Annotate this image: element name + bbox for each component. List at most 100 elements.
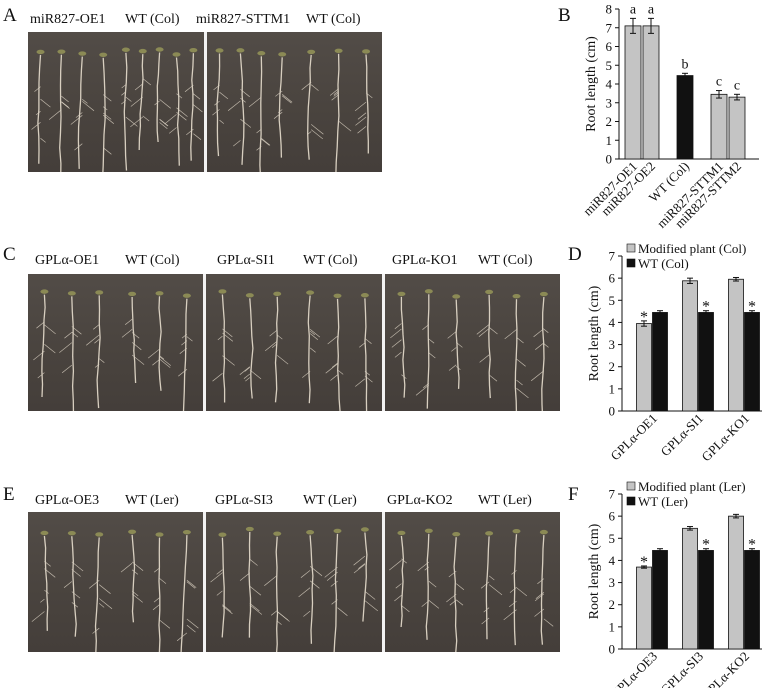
label-e-2: WT (Ler) [125, 493, 179, 508]
primary-root [175, 57, 180, 166]
x-tick-label: GPLα-KO1 [698, 411, 752, 465]
label-e-3: GPLα-SI3 [215, 493, 273, 508]
lateral-root [310, 124, 324, 135]
lateral-root [332, 362, 339, 368]
lateral-root [428, 600, 439, 609]
lateral-root [33, 350, 45, 361]
lateral-root [327, 335, 339, 345]
lateral-root [274, 90, 282, 97]
lateral-root [325, 363, 339, 374]
lateral-root [488, 327, 498, 335]
cotyledon [246, 293, 255, 298]
lateral-root [365, 371, 371, 376]
lateral-root [131, 354, 145, 365]
primary-root [334, 53, 340, 172]
lateral-root [245, 377, 251, 382]
significance-star: * [702, 537, 710, 554]
cotyledon [451, 294, 460, 299]
primary-root [102, 57, 106, 172]
y-tick-label: 4 [609, 315, 616, 330]
y-tick-label: 6 [609, 509, 616, 524]
y-tick-label: 1 [609, 381, 616, 396]
lateral-root [400, 605, 410, 613]
lateral-root [356, 126, 366, 134]
lateral-root [36, 321, 45, 329]
lateral-root [94, 363, 100, 368]
seedling-photo-a [28, 32, 382, 172]
cotyledon [397, 291, 406, 297]
lateral-root [255, 128, 262, 134]
cotyledon [273, 291, 282, 297]
lateral-root [353, 555, 366, 566]
lateral-root [93, 324, 100, 330]
lateral-root [428, 338, 435, 344]
lateral-root [186, 128, 194, 136]
lateral-root [510, 570, 517, 575]
lateral-root [164, 114, 177, 125]
cotyledon [67, 291, 76, 296]
lateral-root [71, 561, 84, 572]
lateral-root [424, 566, 429, 571]
seedling-photo-c [28, 274, 560, 411]
lateral-root [222, 355, 236, 366]
y-tick-label: 5 [609, 293, 616, 308]
primary-root [514, 299, 518, 411]
primary-root [123, 52, 128, 171]
y-tick-label: 2 [606, 114, 613, 129]
lateral-root [249, 369, 262, 380]
lateral-root [240, 572, 251, 581]
cotyledon [306, 49, 315, 55]
cotyledon [334, 48, 343, 53]
lateral-root [249, 603, 260, 612]
lateral-root [533, 608, 544, 617]
bar [698, 550, 714, 650]
lateral-root [71, 591, 81, 599]
agar-plate [384, 274, 560, 411]
cotyledon [99, 52, 108, 58]
label-e-5: GPLα-KO2 [387, 493, 453, 508]
lateral-root [248, 96, 262, 108]
lateral-root [400, 558, 407, 564]
label-a-4: WT (Col) [306, 12, 361, 27]
lateral-root [488, 575, 495, 581]
cotyledon [256, 51, 265, 56]
lateral-root [61, 101, 70, 109]
lateral-root [354, 101, 366, 112]
lateral-root [176, 112, 187, 121]
significance-letter: c [734, 78, 740, 93]
lateral-root [365, 591, 376, 600]
lateral-root [92, 627, 100, 634]
bar [744, 550, 760, 650]
lateral-root [44, 561, 51, 567]
primary-root [258, 56, 262, 172]
label-e-6: WT (Ler) [478, 493, 532, 508]
label-e-1: GPLα-OE3 [35, 493, 100, 508]
primary-root [513, 534, 517, 646]
lateral-root [428, 352, 436, 359]
label-e-4: WT (Ler) [303, 493, 357, 508]
lateral-root [244, 367, 251, 372]
lateral-root [186, 336, 193, 342]
lateral-root [178, 369, 188, 377]
lateral-root [88, 580, 100, 589]
lateral-root [40, 598, 45, 603]
lateral-root [355, 378, 366, 387]
lateral-root [168, 127, 177, 134]
lateral-root [389, 328, 402, 339]
lateral-root [193, 93, 201, 100]
lateral-root [455, 366, 461, 370]
legend-label: Modified plant (Col) [638, 241, 746, 256]
primary-root [400, 296, 406, 398]
lateral-root [153, 597, 160, 603]
lateral-root [447, 331, 457, 339]
lateral-root [448, 570, 457, 578]
lateral-root [102, 94, 112, 102]
lateral-root [508, 600, 517, 608]
y-tick-label: 1 [606, 133, 613, 148]
primary-root [307, 295, 312, 404]
lateral-root [534, 342, 544, 350]
primary-root [275, 296, 279, 403]
lateral-root [400, 374, 407, 379]
plate-divider [203, 274, 207, 411]
lateral-root [324, 566, 339, 578]
